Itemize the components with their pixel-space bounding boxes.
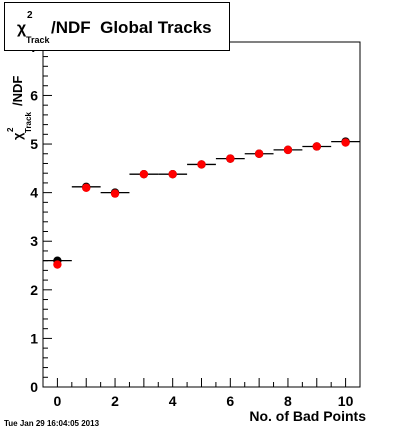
y-axis-label: χ 2 Track /NDF: [6, 76, 33, 140]
data-point-red: [110, 189, 120, 198]
data-point-red: [226, 154, 235, 163]
series-red-points: [53, 138, 350, 269]
data-point-red: [53, 260, 62, 269]
x-tick-label: 4: [169, 393, 177, 409]
data-point-red: [254, 149, 264, 158]
error-bars: [43, 140, 360, 262]
y-tick-label: 0: [30, 379, 38, 395]
y-tick-label: 6: [30, 87, 38, 103]
data-point-red: [312, 142, 321, 151]
data-point-red: [139, 169, 149, 179]
data-point-red: [82, 183, 91, 192]
y-axis-label-sub: Track: [24, 112, 33, 133]
x-tick-label: 6: [226, 393, 234, 409]
y-tick-label: 3: [30, 233, 38, 249]
axis-ticks: [42, 46, 361, 388]
y-tick-label: 1: [30, 330, 38, 346]
data-point-red: [168, 169, 177, 179]
x-tick-label: 0: [54, 393, 62, 409]
y-axis-label-chi: χ: [10, 132, 25, 140]
y-tick-label: 4: [30, 185, 38, 201]
y-tick-labels: 01234567: [30, 39, 38, 395]
series-black-points: [53, 137, 350, 265]
chart-title-box: χ 2 Track /NDF Global Tracks: [4, 2, 230, 51]
y-axis-label-main: /NDF: [10, 76, 25, 106]
plot-frame: [42, 41, 361, 388]
chart-title-sub: Track: [26, 35, 50, 45]
x-axis-label: No. of Bad Points: [249, 408, 366, 424]
timestamp: Tue Jan 29 16:04:05 2013: [4, 419, 100, 428]
data-point-red: [197, 160, 206, 169]
x-tick-labels: 0 2 4 6 8 10: [54, 393, 354, 409]
x-tick-label: 8: [284, 393, 292, 409]
x-tick-label: 2: [111, 393, 119, 409]
chart-title-sup: 2: [27, 10, 33, 21]
chart-title-chi: χ: [17, 20, 27, 37]
x-tick-label: 10: [338, 393, 354, 409]
y-axis-label-sup: 2: [6, 127, 15, 132]
data-point-red: [341, 138, 350, 147]
y-tick-label: 5: [30, 136, 38, 152]
y-tick-label: 2: [30, 282, 38, 298]
data-point-red: [283, 145, 293, 155]
chart-title: /NDF Global Tracks: [51, 18, 212, 37]
